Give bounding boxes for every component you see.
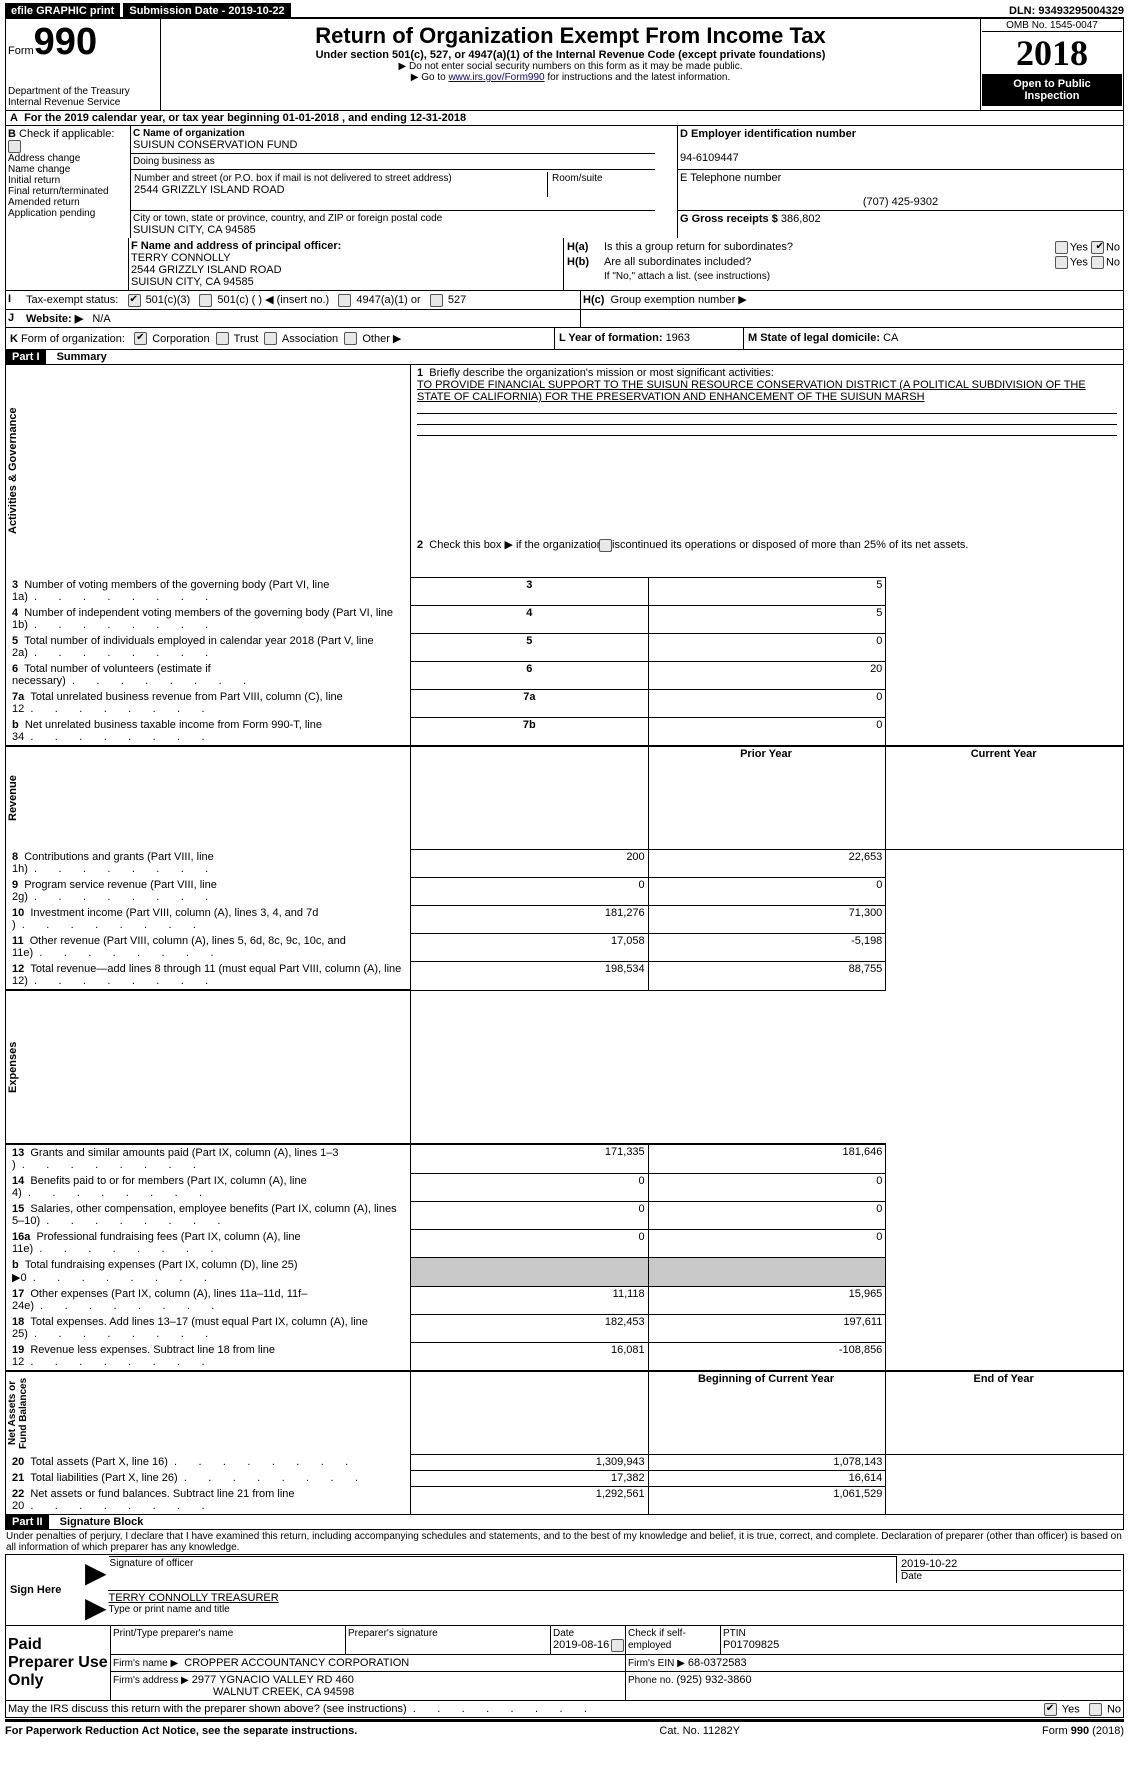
declaration: Under penalties of perjury, I declare th…	[5, 1530, 1124, 1554]
discuss-row: May the IRS discuss this return with the…	[5, 1701, 1124, 1718]
topbar: efile GRAPHIC print Submission Date - 20…	[5, 5, 1124, 17]
cb-527[interactable]	[430, 294, 443, 307]
cb-other[interactable]	[344, 332, 357, 345]
ha-yes[interactable]	[1055, 241, 1068, 254]
cb-self-employed[interactable]	[611, 1639, 624, 1652]
city: SUISUN CITY, CA 94585	[133, 224, 653, 236]
org-form: K Form of organization: Corporation Trus…	[5, 328, 1124, 351]
form-title: Return of Organization Exempt From Incom…	[165, 23, 976, 49]
b-option: Application pending	[8, 208, 128, 219]
firm-name: CROPPER ACCOUNTANCY CORPORATION	[184, 1657, 409, 1669]
b-option: Initial return	[8, 175, 128, 186]
b-option: Address change	[8, 153, 128, 164]
ein: 94-6109447	[680, 152, 739, 164]
cb-501c[interactable]	[199, 294, 212, 307]
discuss-no[interactable]	[1089, 1703, 1102, 1716]
part1-header: Part I	[6, 350, 46, 364]
officer-group: F Name and address of principal officer:…	[5, 238, 1124, 291]
b-option: Name change	[8, 164, 128, 175]
officer-name: TERRY CONNOLLY	[131, 252, 231, 264]
discuss-yes[interactable]	[1044, 1703, 1057, 1716]
line-a: A For the 2019 calendar year, or tax yea…	[5, 111, 1124, 126]
irs-link[interactable]: www.irs.gov/Form990	[448, 72, 544, 83]
entity-info: B Check if applicable: Address changeNam…	[5, 126, 1124, 238]
checkbox-applicable[interactable]	[8, 140, 21, 153]
form-number: 990	[34, 21, 97, 63]
cb-discontinued[interactable]	[599, 539, 612, 552]
officer-signature-name: TERRY CONNOLLY TREASURER	[109, 1592, 1122, 1604]
website: N/A	[92, 313, 110, 325]
street: 2544 GRIZZLY ISLAND ROAD	[134, 184, 546, 196]
efile-badge: efile GRAPHIC print	[5, 3, 120, 19]
submission-badge: Submission Date - 2019-10-22	[123, 3, 290, 19]
footer: For Paperwork Reduction Act Notice, see …	[5, 1723, 1124, 1737]
cb-4947[interactable]	[338, 294, 351, 307]
gross-receipts: 386,802	[781, 213, 821, 225]
sign-here: Sign Here ▶ Signature of officer 2019-10…	[5, 1554, 1124, 1626]
header-table: Form990 Department of the Treasury Inter…	[5, 17, 1124, 111]
hb-no[interactable]	[1091, 256, 1104, 269]
org-name: SUISUN CONSERVATION FUND	[133, 139, 653, 151]
hb-yes[interactable]	[1055, 256, 1068, 269]
cb-trust[interactable]	[216, 332, 229, 345]
phone: (707) 425-9302	[680, 196, 1121, 208]
part2-header: Part II	[6, 1515, 49, 1529]
b-option: Amended return	[8, 197, 128, 208]
cb-assoc[interactable]	[264, 332, 277, 345]
status-row: I Tax-exempt status: 501(c)(3) 501(c) ( …	[5, 291, 1124, 328]
cb-501c3[interactable]	[128, 294, 141, 307]
part1-table: Activities & Governance 1 Briefly descri…	[5, 365, 1124, 1515]
paid-preparer: Paid Preparer Use Only Print/Type prepar…	[5, 1626, 1124, 1701]
b-option: Final return/terminated	[8, 186, 128, 197]
ha-no[interactable]	[1091, 241, 1104, 254]
cb-corp[interactable]	[134, 332, 147, 345]
dln: DLN: 93493295004329	[1009, 5, 1124, 17]
mission: TO PROVIDE FINANCIAL SUPPORT TO THE SUIS…	[417, 379, 1086, 403]
tax-year: 2018	[982, 32, 1122, 74]
